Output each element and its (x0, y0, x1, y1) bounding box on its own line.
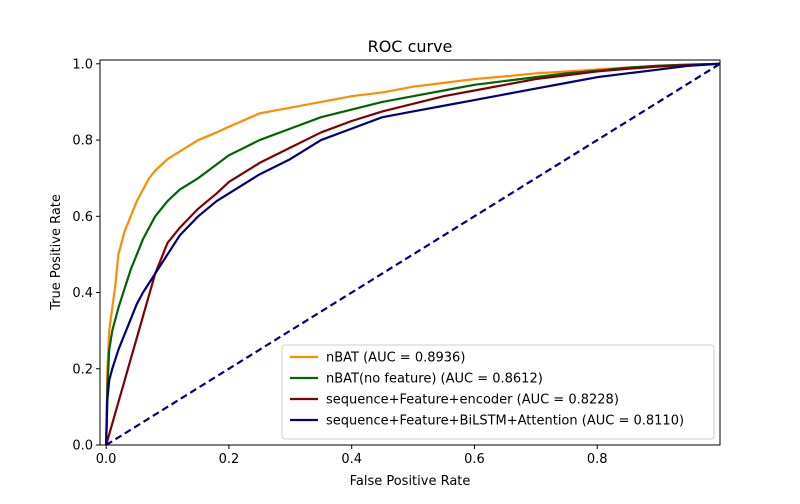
x-axis-label: False Positive Rate (350, 474, 471, 489)
y-tick-label: 1.0 (72, 57, 93, 72)
x-tick-label: 0.4 (341, 452, 362, 467)
plot-lines (105, 62, 720, 445)
y-tick-label: 0.2 (72, 362, 93, 377)
chart-title: ROC curve (368, 37, 453, 56)
y-axis-ticks: 0.0 0.2 0.4 0.6 0.8 1.0 (72, 57, 100, 454)
y-tick-label: 0.6 (72, 210, 93, 225)
x-tick-label: 0.6 (464, 452, 485, 467)
x-tick-label: 0.2 (219, 452, 240, 467)
legend-entry: nBAT (AUC = 0.8936) (326, 351, 465, 366)
legend: nBAT (AUC = 0.8936) nBAT(no feature) (AUC… (281, 344, 715, 440)
series-line-1 (105, 62, 720, 445)
y-tick-label: 0.0 (72, 439, 93, 454)
y-tick-label: 0.4 (72, 286, 93, 301)
y-axis-label: True Positive Rate (49, 194, 64, 311)
legend-entry: nBAT(no feature) (AUC = 0.8612) (326, 372, 543, 387)
series-line-3 (105, 62, 720, 445)
y-tick-label: 0.8 (72, 134, 93, 149)
plot-frame (99, 59, 721, 446)
x-axis-ticks: 0.0 0.2 0.4 0.6 0.8 (96, 445, 608, 467)
series-line-2 (105, 62, 720, 445)
legend-entry: sequence+Feature+BiLSTM+Attention (AUC =… (326, 414, 684, 429)
legend-box (281, 344, 715, 440)
x-tick-label: 0.0 (96, 452, 117, 467)
series-line-0 (105, 62, 720, 445)
x-tick-label: 0.8 (587, 452, 608, 467)
legend-entry: sequence+Feature+encoder (AUC = 0.8228) (326, 393, 619, 408)
